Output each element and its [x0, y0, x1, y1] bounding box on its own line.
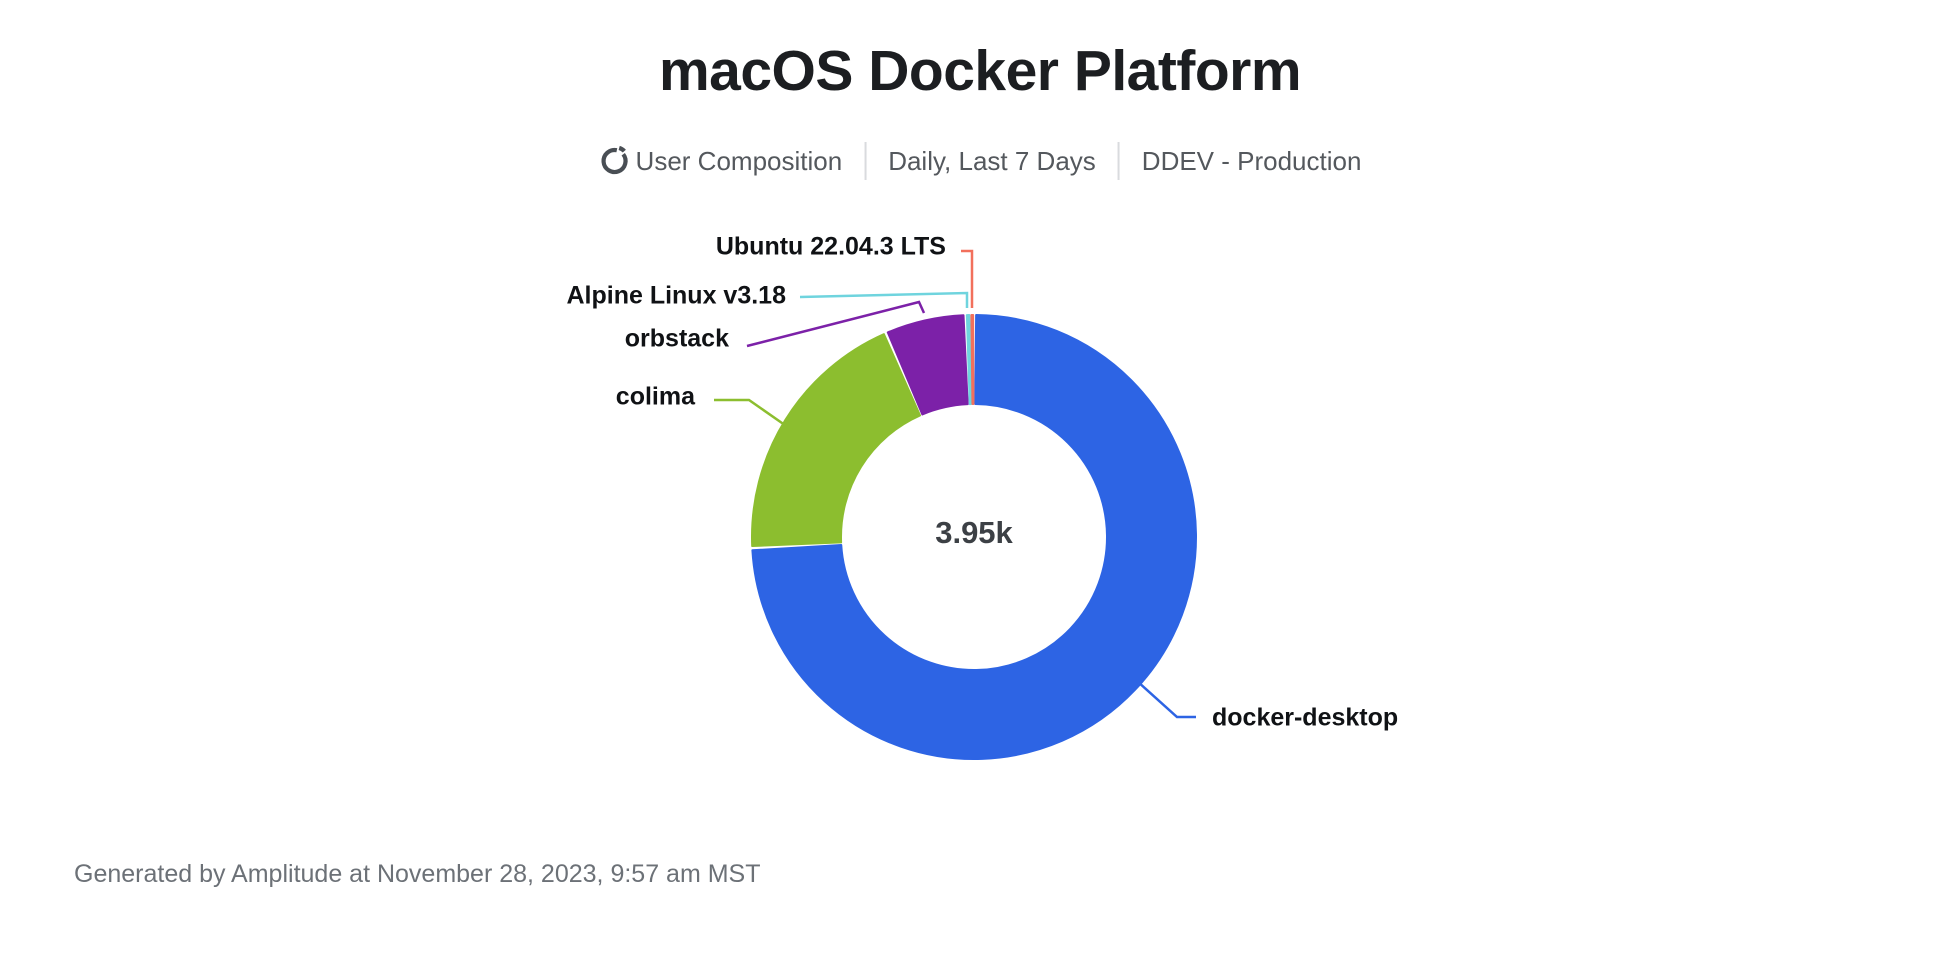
donut-slice-orbstack: [886, 314, 969, 416]
donut-slice-alpine-linux-v3-18: [965, 314, 973, 406]
slice-label-docker-desktop: docker-desktop: [1212, 703, 1399, 732]
slice-label-ubuntu: Ubuntu 22.04.3 LTS: [715, 232, 946, 261]
date-range-label: Daily, Last 7 Days: [888, 145, 1096, 176]
donut-slice-docker-desktop: [751, 314, 1197, 760]
chart-subtitle-row: User Composition Daily, Last 7 Days DDEV…: [599, 142, 1362, 180]
leader-line-docker-desktop: [1136, 680, 1196, 719]
slice-label-orbstack: orbstack: [624, 324, 729, 353]
leader-line-ubuntu-22-04-3-lts: [961, 249, 974, 308]
subtitle-divider: [864, 142, 867, 180]
donut-chart-icon: [599, 145, 631, 177]
leader-line-colima: [714, 398, 793, 432]
generated-by-note: Generated by Amplitude at November 28, 2…: [74, 860, 761, 888]
chart-title: macOS Docker Platform: [658, 39, 1302, 103]
donut-slice-ubuntu-22-04-3-lts: [970, 314, 975, 406]
leader-line-orbstack: [746, 300, 926, 348]
subtitle-divider: [1117, 142, 1120, 180]
chart-type-label: User Composition: [635, 145, 843, 176]
slice-label-colima: colima: [615, 382, 695, 411]
project-label: DDEV - Production: [1141, 145, 1362, 176]
donut-slice-colima: [751, 333, 922, 548]
leader-line-alpine-linux-v3-18: [799, 291, 969, 308]
slice-label-alpine: Alpine Linux v3.18: [566, 281, 786, 310]
donut-center-total: 3.95k: [935, 515, 1013, 550]
